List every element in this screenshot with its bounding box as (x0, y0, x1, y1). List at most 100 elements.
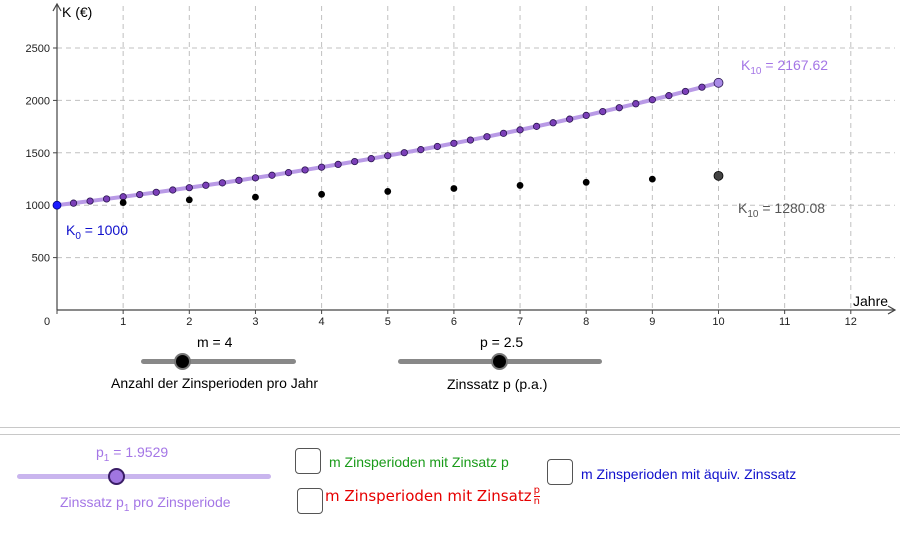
checkbox-blue[interactable] (547, 459, 573, 485)
purple-point-k10 (713, 77, 724, 88)
x-tick-label: 2 (186, 316, 192, 328)
black-point (119, 199, 127, 206)
purple-point (384, 152, 392, 160)
purple-point (136, 190, 144, 199)
purple-point (185, 184, 193, 192)
x-tick-label: 6 (451, 316, 457, 328)
y-tick-label: 1500 (26, 148, 50, 160)
p-slider-value: p = 2.5 (480, 334, 524, 350)
y-tick-label: 1000 (26, 200, 50, 212)
y-axis-arrow (52, 2, 62, 12)
k10-purple-label: K10 = 2167.62 (741, 57, 829, 77)
x-axis-label: Jahre (853, 293, 889, 309)
black-point (318, 190, 326, 198)
purple-point (483, 133, 491, 141)
black-point (450, 185, 458, 192)
purple-point (202, 181, 210, 189)
purple-point (532, 122, 541, 130)
checkbox-green[interactable] (295, 448, 321, 474)
purple-point (367, 155, 375, 163)
purple-point (450, 139, 458, 147)
m-slider-track[interactable] (141, 359, 296, 364)
x-tick-label: 8 (583, 316, 589, 328)
purple-point (235, 176, 243, 184)
checkbox-blue-label: m Zinsperioden mit äquiv. Zinssatz (581, 466, 797, 482)
y-tick-label: 2000 (26, 95, 50, 107)
purple-point (615, 104, 623, 112)
black-point-k10 (713, 170, 724, 181)
purple-point (152, 188, 160, 196)
checkbox-green-label: m Zinsperioden mit Zinsatz p (329, 454, 509, 470)
purple-point (566, 115, 574, 123)
p1-slider-track[interactable] (17, 474, 271, 479)
black-point (516, 182, 524, 189)
purple-point (103, 195, 111, 203)
purple-point (582, 111, 590, 119)
k0-point (52, 200, 62, 210)
purple-point (119, 193, 127, 201)
purple-point (516, 126, 524, 134)
y-tick-label: 500 (32, 253, 50, 265)
y-tick-label: 2500 (26, 43, 50, 55)
y-axis-label: K (€) (62, 4, 93, 20)
x-axis-arrow (887, 305, 897, 315)
purple-point (251, 174, 260, 182)
purple-point (599, 107, 607, 116)
purple-point (69, 199, 78, 207)
black-point (582, 178, 590, 186)
p-slider-caption: Zinssatz p (p.a.) (447, 376, 548, 392)
x-tick-label: 12 (845, 316, 857, 328)
chart-series (52, 77, 724, 210)
black-point (252, 193, 259, 201)
x-tick-label: 5 (385, 316, 391, 328)
purple-point (400, 149, 408, 157)
purple-point (268, 171, 276, 179)
k10-black-label: K10 = 1280.08 (738, 200, 826, 220)
checkbox-red-label: m Zinsperioden mit Zinsatz p n (325, 485, 540, 507)
x-tick-label: 4 (319, 316, 325, 328)
x-tick-label: 0 (44, 316, 50, 328)
purple-point (317, 163, 326, 171)
p1-slider-caption: Zinssatz p1 pro Zinsperiode (60, 494, 231, 514)
m-slider-caption: Anzahl der Zinsperioden pro Jahr (111, 375, 319, 391)
purple-point (499, 129, 508, 137)
purple-point (218, 179, 226, 187)
purple-point (417, 146, 425, 154)
black-point (384, 188, 392, 195)
black-point (185, 196, 193, 204)
purple-point (665, 92, 673, 100)
purple-point (648, 96, 656, 104)
purple-point (169, 186, 177, 194)
purple-point (698, 83, 706, 91)
m-slider-knob[interactable] (174, 353, 191, 370)
black-point (648, 175, 656, 183)
p1-slider-value: p1 = 1.9529 (96, 444, 169, 464)
x-tick-label: 11 (779, 316, 790, 328)
purple-point (351, 157, 359, 166)
x-tick-label: 7 (517, 316, 523, 328)
chart-axes (52, 2, 897, 315)
x-tick-label: 9 (649, 316, 655, 328)
purple-point (301, 166, 309, 174)
p-slider-knob[interactable] (491, 353, 508, 370)
x-tick-label: 10 (712, 316, 724, 328)
purple-point (284, 169, 293, 177)
chart-grid (57, 6, 895, 310)
purple-point (681, 87, 690, 96)
purple-point (86, 197, 94, 205)
purple-point (334, 160, 342, 169)
purple-point (549, 119, 557, 127)
purple-point (632, 100, 640, 108)
m-slider-value: m = 4 (197, 334, 233, 350)
purple-point (433, 142, 441, 151)
x-tick-label: 3 (252, 316, 258, 328)
panel-divider-top (0, 427, 900, 428)
checkbox-red[interactable] (297, 488, 323, 514)
k0-label: K0 = 1000 (66, 222, 129, 242)
p1-slider-knob[interactable] (108, 468, 125, 485)
panel-divider-bottom (0, 434, 900, 435)
purple-point (466, 136, 475, 144)
